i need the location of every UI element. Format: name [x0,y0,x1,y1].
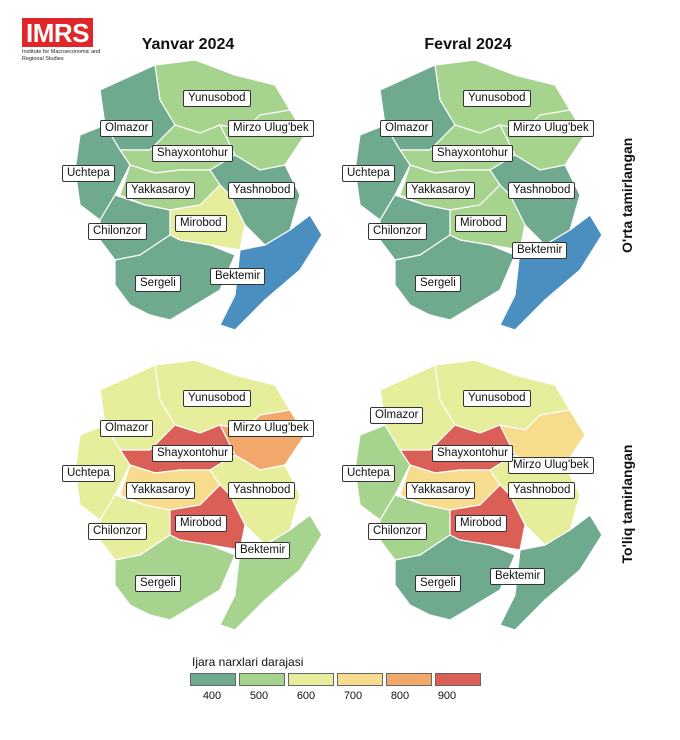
district-label-shayxontohur: Shayxontohur [152,145,233,162]
district-label-olmazor: Olmazor [100,420,154,437]
district-label-uchtepa: Uchtepa [342,465,395,482]
legend-swatch-600 [288,673,334,686]
logo-subtitle: Institute for Macroeconomic and Regional… [22,49,101,62]
legend-swatches [190,673,484,686]
district-label-mirzo-ulug-bek: Mirzo Ulug'bek [508,120,594,137]
legend-swatch-400 [190,673,236,686]
district-label-yakkasaroy: Yakkasaroy [126,482,196,499]
district-label-yakkasaroy: Yakkasaroy [126,182,196,199]
district-label-yashnobod: Yashnobod [228,182,296,199]
imrs-logo: IMRS Institute for Macroeconomic and Reg… [22,18,104,62]
legend-title: Ijara narxlari darajasi [192,655,304,669]
legend-tick-900: 900 [437,690,457,702]
district-bektemir [219,514,323,631]
district-label-mirobod: Mirobod [175,215,227,232]
district-bektemir [219,214,323,331]
district-label-yunusobod: Yunusobod [183,390,251,407]
district-label-uchtepa: Uchtepa [62,165,115,182]
district-label-sergeli: Sergeli [415,575,461,592]
district-label-mirobod: Mirobod [175,515,227,532]
column-title-january: Yanvar 2024 [141,36,235,53]
district-bektemir [499,214,603,331]
row-title-toliq: To'liq tamirlangan [619,444,635,564]
column-title-february: Fevral 2024 [424,36,512,53]
district-label-chilonzor: Chilonzor [88,223,147,240]
district-bektemir [499,514,603,631]
district-label-yunusobod: Yunusobod [463,390,531,407]
district-label-bektemir: Bektemir [235,542,291,559]
district-label-chilonzor: Chilonzor [368,523,427,540]
legend-swatch-700 [337,673,383,686]
map-toliq-fevral: Yunusobod Olmazor Mirzo Ulug'bek Shayxontoh… [340,355,610,645]
district-label-mirzo-ulug-bek: Mirzo Ulug'bek [228,420,314,437]
district-label-uchtepa: Uchtepa [62,465,115,482]
legend-swatch-500 [239,673,285,686]
map-toliq-yanvar: Yunusobod Olmazor Mirzo Ulug'bek Shayxontoh… [60,355,330,645]
district-label-yunusobod: Yunusobod [183,90,251,107]
district-label-yashnobod: Yashnobod [508,482,576,499]
district-label-shayxontohur: Shayxontohur [152,445,233,462]
legend-swatch-800 [386,673,432,686]
district-label-mirzo-ulug-bek: Mirzo Ulug'bek [228,120,314,137]
district-label-yashnobod: Yashnobod [508,182,576,199]
district-label-chilonzor: Chilonzor [88,523,147,540]
district-label-shayxontohur: Shayxontohur [432,145,513,162]
legend-tick-800: 800 [390,690,410,702]
legend-tick-700: 700 [343,690,363,702]
district-label-yakkasaroy: Yakkasaroy [406,182,476,199]
district-label-yashnobod: Yashnobod [228,482,296,499]
district-label-shayxontohur: Shayxontohur [432,445,513,462]
district-label-olmazor: Olmazor [100,120,154,137]
district-label-yunusobod: Yunusobod [463,90,531,107]
district-label-sergeli: Sergeli [135,275,181,292]
district-label-yakkasaroy: Yakkasaroy [406,482,476,499]
map-orta-fevral: Yunusobod Olmazor Mirzo Ulug'bek Shayxontoh… [340,55,610,345]
district-label-sergeli: Sergeli [415,275,461,292]
logo-mark: IMRS [22,18,93,47]
row-title-orta: O'rta tamirlangan [619,137,635,253]
district-label-bektemir: Bektemir [210,268,266,285]
district-label-bektemir: Bektemir [512,242,568,259]
legend-tick-400: 400 [202,690,222,702]
district-label-olmazor: Olmazor [380,120,434,137]
district-label-bektemir: Bektemir [490,568,546,585]
map-orta-yanvar: Yunusobod Olmazor Mirzo Ulug'bek Shayxontoh… [60,55,330,345]
district-label-chilonzor: Chilonzor [368,223,427,240]
district-label-mirobod: Mirobod [455,515,507,532]
district-label-mirobod: Mirobod [455,215,507,232]
district-label-sergeli: Sergeli [135,575,181,592]
district-label-olmazor: Olmazor [370,407,424,424]
district-label-uchtepa: Uchtepa [342,165,395,182]
district-label-mirzo-ulug-bek: Mirzo Ulug'bek [508,457,594,474]
legend-swatch-900 [435,673,481,686]
legend-tick-500: 500 [249,690,269,702]
legend-tick-600: 600 [296,690,316,702]
